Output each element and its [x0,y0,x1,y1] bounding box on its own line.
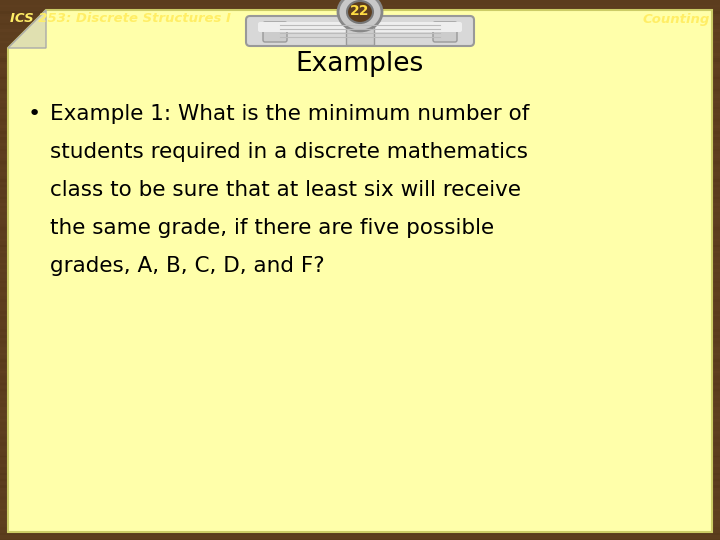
Text: Example 1: What is the minimum number of: Example 1: What is the minimum number of [50,104,529,124]
Polygon shape [8,10,46,48]
FancyBboxPatch shape [246,16,474,46]
Text: grades, A, B, C, D, and F?: grades, A, B, C, D, and F? [50,256,325,276]
FancyBboxPatch shape [258,22,462,32]
Text: students required in a discrete mathematics: students required in a discrete mathemat… [50,142,528,162]
Text: ICS 253: Discrete Structures I: ICS 253: Discrete Structures I [10,12,231,25]
Text: •: • [28,104,41,124]
Text: the same grade, if there are five possible: the same grade, if there are five possib… [50,218,494,238]
Polygon shape [8,10,712,532]
Text: Counting: Counting [643,12,710,25]
Text: Examples: Examples [296,51,424,77]
Text: 22: 22 [350,4,370,18]
FancyBboxPatch shape [346,25,374,45]
Ellipse shape [338,0,382,31]
FancyBboxPatch shape [263,22,287,42]
Text: class to be sure that at least six will receive: class to be sure that at least six will … [50,180,521,200]
Ellipse shape [347,1,373,23]
FancyBboxPatch shape [433,22,457,42]
